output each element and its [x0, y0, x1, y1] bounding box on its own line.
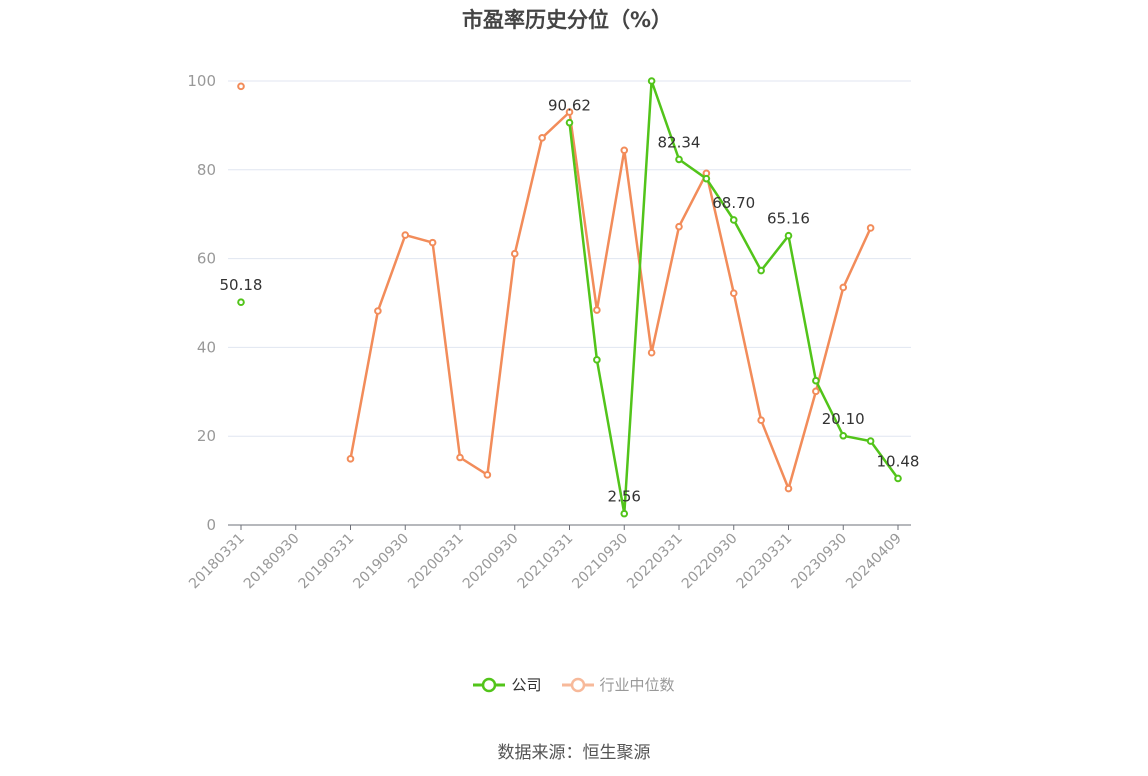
data-labels: 50.18 90.62 2.56 82.34 68.70 65.16 20.10 10.48: [220, 97, 920, 506]
x-tick-label: 20190930: [350, 531, 412, 593]
y-tick-label: 0: [206, 516, 216, 534]
x-tick-label: 20230930: [788, 531, 850, 593]
series-lines: [237, 77, 902, 518]
axes: 0 20 40 60 80 100 2018033120180930201903312019…: [186, 72, 911, 592]
x-tick-label: 20210930: [569, 531, 631, 593]
data-point-industry[interactable]: [675, 222, 683, 231]
data-point-industry[interactable]: [374, 307, 382, 315]
data-point-company[interactable]: [593, 356, 601, 364]
legend: 公司 行业中位数: [0, 674, 1148, 695]
legend-company-label: 公司: [511, 676, 542, 694]
x-tick-label: 20210331: [515, 531, 577, 593]
data-point-company[interactable]: [647, 77, 656, 85]
legend-industry-icon: [561, 677, 594, 692]
y-tick-label: 20: [197, 427, 216, 445]
data-point-company[interactable]: [237, 298, 245, 307]
data-point-industry[interactable]: [346, 455, 355, 463]
data-point-industry[interactable]: [757, 416, 765, 425]
legend-item-industry[interactable]: 行业中位数: [561, 674, 675, 695]
data-point-company[interactable]: [839, 431, 848, 440]
data-point-industry[interactable]: [866, 224, 875, 232]
data-point-company[interactable]: [784, 231, 793, 240]
data-point-company[interactable]: [620, 509, 629, 518]
data-point-industry[interactable]: [456, 453, 464, 462]
data-point-industry[interactable]: [428, 238, 437, 247]
legend-item-company[interactable]: 公司: [473, 674, 542, 695]
x-tick-label: 20200331: [405, 531, 467, 593]
data-label: 68.70: [712, 194, 755, 212]
data-point-industry[interactable]: [538, 134, 546, 142]
y-tick-label: 100: [187, 72, 216, 90]
data-label: 90.62: [548, 97, 591, 115]
x-tick-label: 20180331: [186, 531, 248, 593]
y-tick-label: 60: [197, 250, 216, 268]
legend-company-icon: [473, 677, 506, 692]
x-tick-label: 20240409: [843, 531, 905, 593]
data-label: 50.18: [220, 276, 263, 294]
grid-lines: [228, 80, 911, 437]
data-source: 数据来源：恒生聚源: [497, 743, 651, 763]
series-line-industry: [349, 110, 872, 490]
data-label: 65.16: [767, 210, 810, 228]
data-label: 20.10: [822, 410, 865, 428]
data-point-company[interactable]: [675, 155, 683, 164]
data-point-company[interactable]: [702, 174, 711, 183]
data-point-industry[interactable]: [510, 249, 519, 258]
data-point-industry[interactable]: [237, 82, 245, 91]
data-point-industry[interactable]: [620, 146, 629, 155]
y-tick-label: 80: [197, 161, 216, 179]
data-point-industry[interactable]: [483, 471, 492, 479]
data-label: 10.48: [877, 452, 920, 470]
x-tick-label: 20220331: [624, 531, 686, 593]
x-tick-label: 20180930: [241, 531, 303, 593]
data-point-industry[interactable]: [565, 108, 574, 116]
legend-industry-label: 行业中位数: [599, 676, 675, 694]
y-tick-label: 40: [197, 338, 216, 356]
data-point-industry[interactable]: [647, 348, 656, 357]
data-point-company[interactable]: [866, 437, 875, 445]
data-point-company[interactable]: [729, 216, 738, 224]
data-point-industry[interactable]: [784, 484, 793, 493]
data-point-industry[interactable]: [839, 283, 848, 292]
x-tick-label: 20220930: [679, 531, 741, 593]
chart-title: 市盈率历史分位（%）: [461, 8, 673, 32]
data-label: 2.56: [608, 488, 641, 506]
data-point-industry[interactable]: [401, 231, 410, 239]
x-tick-label: 20200930: [460, 531, 522, 593]
data-point-industry[interactable]: [593, 306, 601, 314]
x-tick-label: 20230331: [734, 531, 796, 593]
data-point-industry[interactable]: [729, 289, 738, 298]
data-point-company[interactable]: [812, 376, 820, 385]
data-point-company[interactable]: [565, 118, 574, 127]
x-tick-label: 20190331: [296, 531, 358, 593]
data-point-company[interactable]: [894, 474, 902, 483]
data-label: 82.34: [658, 133, 701, 151]
data-point-company[interactable]: [757, 266, 765, 275]
data-point-industry[interactable]: [812, 387, 820, 396]
